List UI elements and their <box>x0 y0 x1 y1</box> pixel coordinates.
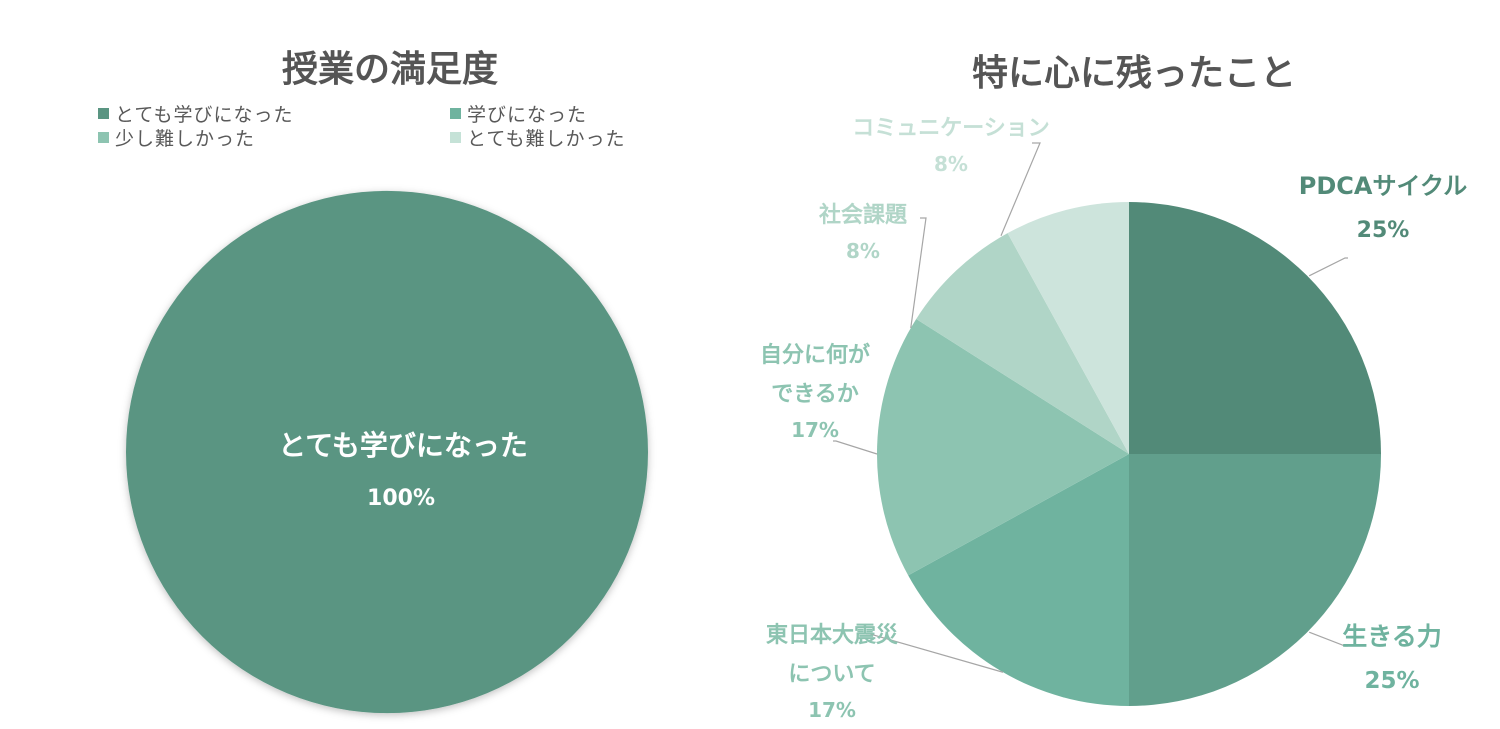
data-label: とても学びになった <box>278 429 528 462</box>
legend-item: とても難しかった <box>450 124 625 151</box>
data-label: 25% <box>1364 668 1419 694</box>
chart-title: 特に心に残ったこと <box>971 53 1296 94</box>
data-label: 17% <box>791 418 839 442</box>
memorable-topics-chart: 特に心に残ったこと PDCAサイクル 25% 生きる力 25% 東日本大震災 について 17… <box>760 0 1500 729</box>
pie-slice <box>1007 202 1129 454</box>
leader-line <box>1308 631 1348 647</box>
legend-label: 学びになった <box>467 104 588 126</box>
legend-swatch <box>450 132 461 143</box>
data-label: について <box>788 662 875 687</box>
leader-line <box>1308 257 1348 277</box>
pie-slice <box>916 233 1129 454</box>
data-label: 17% <box>808 698 856 722</box>
leader-line <box>866 633 1004 673</box>
legend-item: 学びになった <box>450 100 587 127</box>
pie-slice <box>1129 454 1381 706</box>
legend-swatch <box>450 108 461 119</box>
pie-slice <box>1129 202 1381 454</box>
legend-swatch <box>98 108 109 119</box>
satisfaction-chart: 授業の満足度 とても学びになった 学びになった 少し難しかった とても難しかった… <box>98 49 648 714</box>
leader-line <box>1000 142 1041 236</box>
data-label: 自分に何が <box>760 342 870 368</box>
legend-swatch <box>98 132 109 143</box>
data-label: 東日本大震災 <box>766 623 899 648</box>
leader-line <box>910 217 927 329</box>
legend-label: とても難しかった <box>467 128 626 150</box>
pie-slice <box>125 190 648 714</box>
data-label: 社会課題 <box>819 202 908 228</box>
data-label: できるか <box>771 382 859 407</box>
legend-item: とても学びになった <box>98 100 293 127</box>
data-label: 100% <box>367 486 435 511</box>
data-label: 8% <box>934 152 968 176</box>
data-label: コミュニケーション <box>852 116 1050 141</box>
data-label: PDCAサイクル <box>1299 172 1468 200</box>
data-label: 25% <box>1357 218 1410 243</box>
pie-plot: とても学びになった 100% <box>125 190 648 714</box>
pie-slice <box>877 318 1129 576</box>
legend-label: 少し難しかった <box>115 128 256 150</box>
data-label: 生きる力 <box>1342 622 1442 651</box>
pie-slice <box>908 454 1129 706</box>
chart-title: 授業の満足度 <box>281 49 498 90</box>
leader-line <box>833 440 878 455</box>
data-label: 8% <box>846 239 880 263</box>
legend-label: とても学びになった <box>115 104 294 126</box>
legend-item: 少し難しかった <box>98 124 255 151</box>
